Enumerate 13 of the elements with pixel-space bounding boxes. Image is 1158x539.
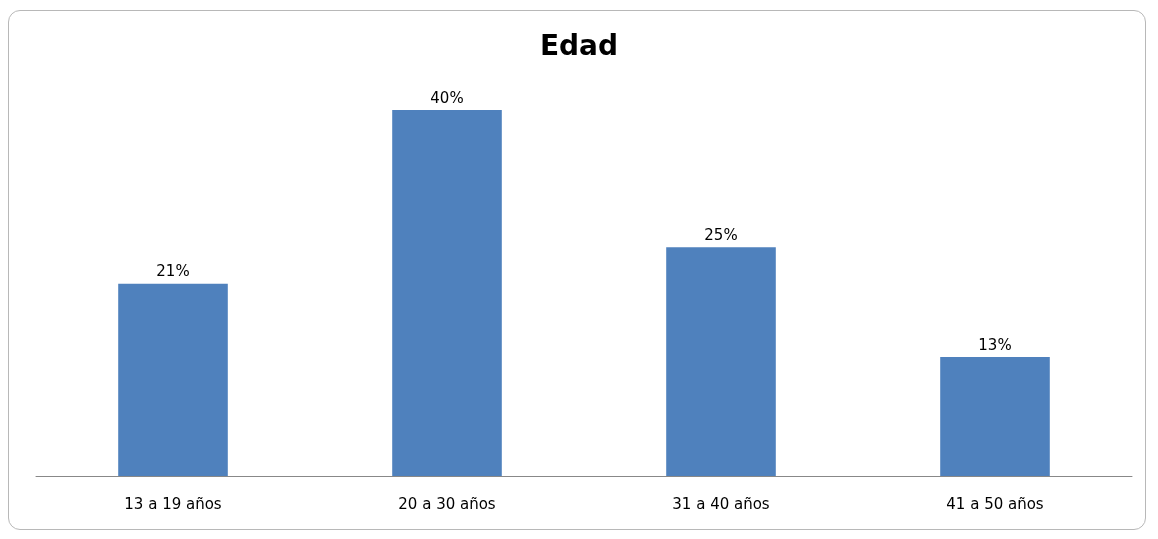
- bar: [118, 283, 228, 476]
- bar: [392, 110, 502, 476]
- data-label: 40%: [430, 88, 464, 107]
- data-label: 25%: [704, 225, 738, 244]
- bar: [666, 247, 776, 476]
- bar: [940, 357, 1050, 476]
- data-label: 21%: [156, 262, 190, 281]
- x-tick-label: 20 a 30 años: [398, 494, 496, 513]
- x-tick-label: 13 a 19 años: [124, 494, 222, 513]
- chart-title: Edad: [539, 28, 619, 62]
- data-label: 13%: [978, 335, 1012, 354]
- x-tick-label: 41 a 50 años: [946, 494, 1044, 513]
- x-tick-label: 31 a 40 años: [672, 494, 770, 513]
